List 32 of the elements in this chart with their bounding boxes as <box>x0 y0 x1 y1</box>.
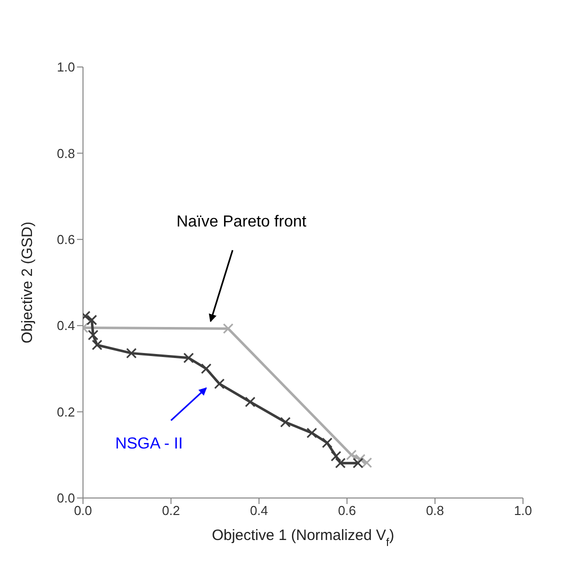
y-tick-label: 0.4 <box>56 318 75 334</box>
y-axis-title: Objective 2 (GSD) <box>19 222 36 344</box>
y-tick-label: 0.6 <box>56 232 75 248</box>
y-tick-label: 1.0 <box>56 60 75 75</box>
y-tick-label: 0.2 <box>56 404 75 420</box>
annotation: NSGA - II <box>115 435 183 452</box>
x-tick-label: 0.4 <box>250 503 268 518</box>
x-axis-title: Objective 1 (Normalized V$_{f}$) <box>212 527 394 549</box>
point <box>126 348 137 358</box>
x-tick-label: 0.6 <box>338 503 356 518</box>
y-tick-label: 0.8 <box>56 146 75 161</box>
y-tick-label: 0.0 <box>56 490 75 506</box>
annotation: Naïve Pareto front <box>176 213 307 230</box>
point <box>244 396 256 408</box>
point <box>280 416 291 428</box>
point <box>214 378 225 390</box>
point <box>330 450 342 462</box>
point <box>92 340 102 350</box>
point <box>222 323 234 334</box>
point <box>362 457 372 468</box>
point <box>322 438 332 448</box>
point <box>183 352 194 364</box>
point <box>352 458 364 468</box>
point <box>346 450 357 460</box>
point <box>88 330 98 340</box>
x-tick-label: 0.8 <box>426 503 444 518</box>
x-tick-label: 1.0 <box>514 503 532 518</box>
point <box>335 458 346 468</box>
x-tick-label: 0.2 <box>162 503 180 518</box>
point <box>306 428 318 438</box>
point <box>200 363 212 374</box>
x-tick-label: 0.0 <box>74 503 92 518</box>
